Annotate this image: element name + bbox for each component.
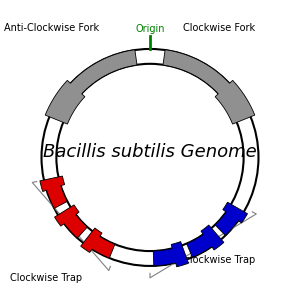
Polygon shape: [153, 241, 188, 267]
Polygon shape: [81, 228, 115, 258]
Text: Clockwise Fork: Clockwise Fork: [183, 23, 255, 33]
Text: Anticlockwise Trap: Anticlockwise Trap: [165, 255, 255, 265]
Polygon shape: [163, 50, 255, 124]
Polygon shape: [45, 50, 137, 124]
Text: Clockwise Trap: Clockwise Trap: [10, 273, 83, 283]
Polygon shape: [215, 202, 248, 235]
Polygon shape: [55, 205, 87, 238]
Polygon shape: [40, 176, 67, 208]
Text: Anti-Clockwise Fork: Anti-Clockwise Fork: [4, 23, 100, 33]
Polygon shape: [187, 225, 224, 257]
Text: Origin: Origin: [135, 24, 165, 34]
Text: Bacillis subtilis Genome: Bacillis subtilis Genome: [43, 142, 257, 161]
